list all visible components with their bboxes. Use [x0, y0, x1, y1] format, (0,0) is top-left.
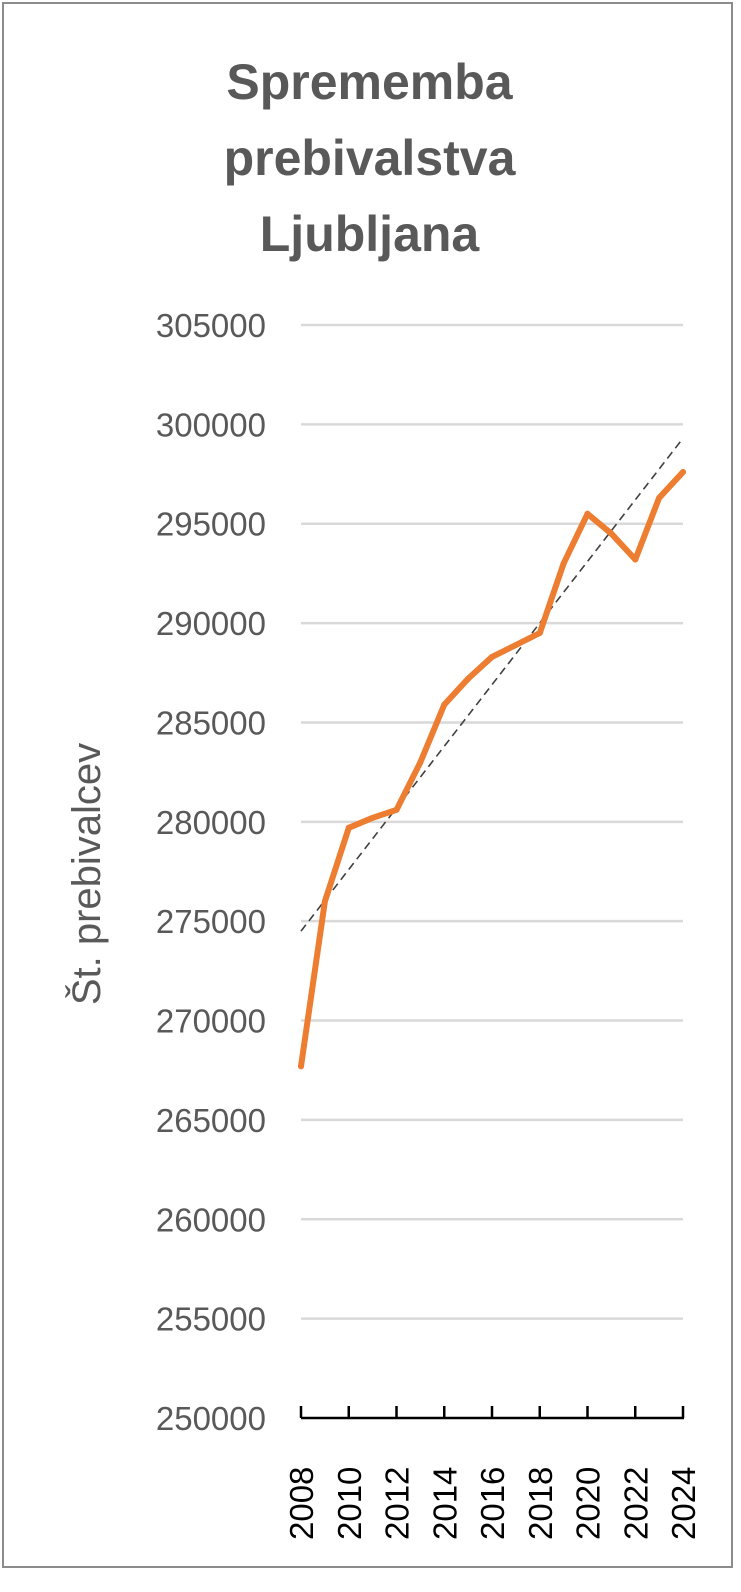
- y-tick-label: 275000: [156, 903, 266, 940]
- data-point: [560, 560, 567, 567]
- data-point: [536, 630, 543, 637]
- data-point: [680, 469, 686, 476]
- data-point: [465, 675, 472, 682]
- x-tick-label: 2024: [665, 1467, 702, 1540]
- gridlines: [301, 323, 683, 1320]
- y-tick-label: 250000: [156, 1400, 266, 1437]
- y-tick-label: 255000: [156, 1301, 266, 1338]
- y-tick-label: 285000: [156, 704, 266, 741]
- data-point: [441, 701, 448, 708]
- y-tick-label: 300000: [156, 406, 266, 443]
- y-tick-label: 290000: [156, 605, 266, 642]
- series-line: [298, 469, 686, 1070]
- x-tick-label: 2018: [522, 1467, 559, 1540]
- y-tick-label: 265000: [156, 1102, 266, 1139]
- series-layer: [298, 469, 686, 1070]
- data-point: [298, 1063, 304, 1070]
- y-tick-label: 260000: [156, 1201, 266, 1238]
- y-tick-label: 270000: [156, 1003, 266, 1040]
- x-tick-labels: 2008 2010 2012 2014 2016 2018 2020 2022 2024: [283, 1467, 702, 1540]
- data-point: [393, 806, 400, 813]
- data-point: [321, 898, 328, 905]
- y-axis-label: Št. prebivalcev: [64, 743, 109, 1005]
- x-tick-label: 2008: [283, 1467, 320, 1540]
- data-point: [489, 653, 495, 660]
- x-tick-label: 2014: [426, 1467, 463, 1540]
- data-point: [345, 824, 352, 831]
- trendline: [300, 437, 684, 932]
- data-point: [584, 510, 591, 517]
- y-tick-labels: 305000 300000 295000 290000 285000 280000 2750…: [156, 307, 266, 1437]
- data-point: [608, 530, 615, 537]
- data-point: [417, 759, 424, 766]
- data-point: [369, 814, 376, 821]
- chart-title: Sprememba prebivalstva Ljubljana: [223, 54, 516, 262]
- x-tick-label: 2020: [570, 1467, 607, 1540]
- x-tick-label: 2016: [474, 1467, 511, 1540]
- data-point: [632, 556, 639, 563]
- data-point: [656, 494, 663, 501]
- x-tick-label: 2012: [379, 1467, 416, 1540]
- y-tick-label: 305000: [156, 307, 266, 344]
- chart-frame: Sprememba prebivalstva Ljubljana 305000 3…: [2, 2, 733, 1568]
- data-point: [512, 641, 519, 648]
- x-tick-label: 2010: [331, 1467, 368, 1540]
- y-tick-label: 295000: [156, 506, 266, 543]
- x-axis: [299, 1406, 685, 1420]
- x-tick-label: 2022: [617, 1467, 654, 1540]
- trendline-layer: [300, 437, 684, 932]
- chart-plot: 305000 300000 295000 290000 285000 280000 2750…: [64, 307, 702, 1540]
- y-tick-label: 280000: [156, 804, 266, 841]
